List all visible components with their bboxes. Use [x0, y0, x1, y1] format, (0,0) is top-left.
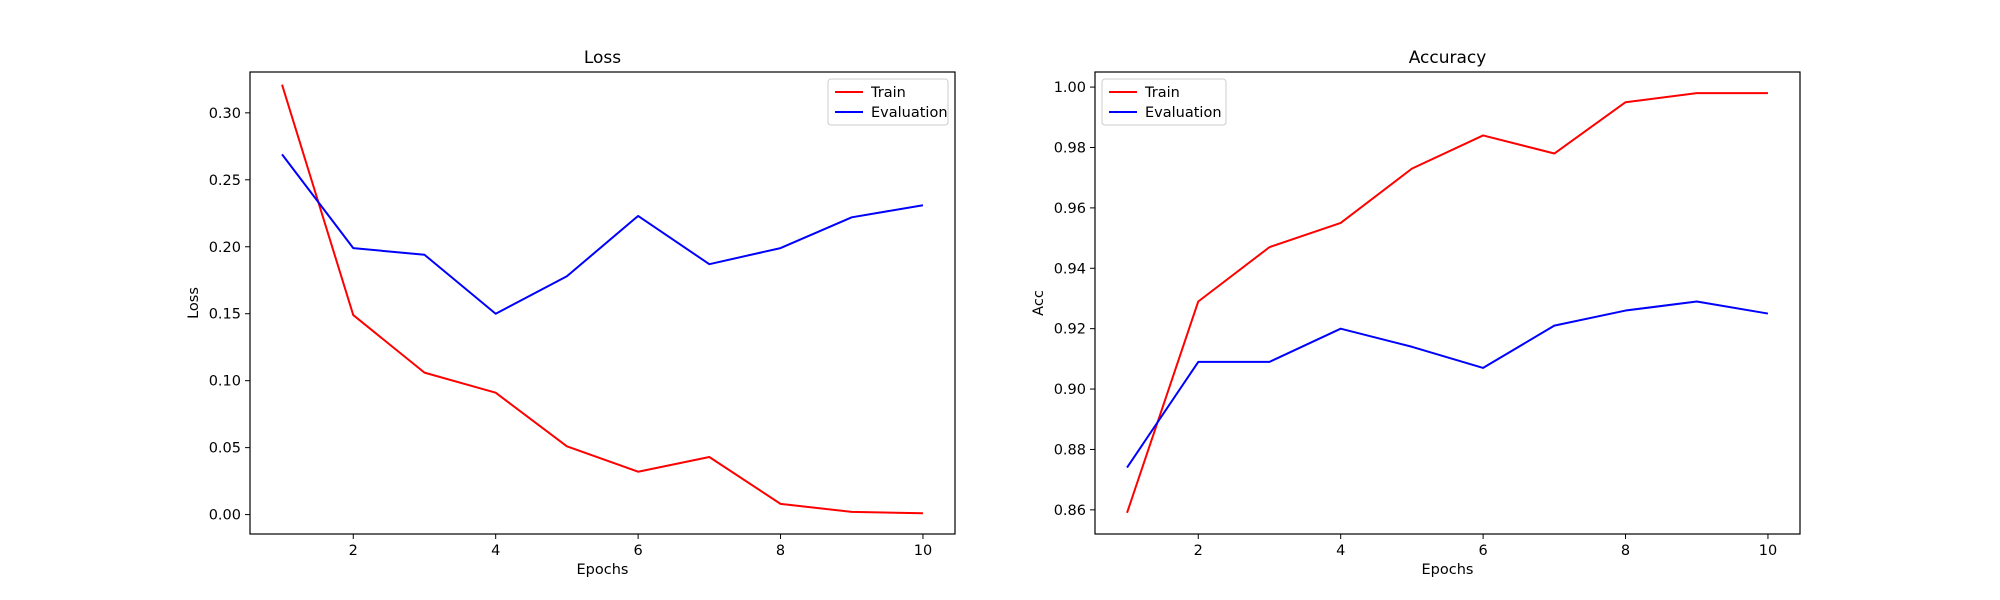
- loss-y-tick-label: 0.20: [209, 240, 241, 256]
- accuracy-y-tick-label: 1.00: [1054, 80, 1086, 96]
- loss-y-tick-label: 0.15: [209, 307, 241, 323]
- loss-series-evaluation-line: [281, 153, 924, 315]
- loss-x-tick-label: 6: [633, 543, 642, 559]
- accuracy-x-axis-label: Epochs: [1422, 562, 1474, 578]
- accuracy-y-tick-label: 0.88: [1054, 442, 1086, 458]
- accuracy-legend: Train Evaluation: [1101, 78, 1227, 126]
- loss-x-tick-label: 2: [349, 543, 358, 559]
- accuracy-series-evaluation-line: [1126, 300, 1769, 469]
- accuracy-plot-frame: [1094, 71, 1801, 535]
- loss-x-tick-label: 8: [776, 543, 785, 559]
- loss-legend-box: [827, 78, 949, 126]
- loss-y-tick-label: 0.25: [209, 173, 241, 189]
- loss-y-tick-label: 0.30: [209, 106, 241, 122]
- accuracy-x-tick-label: 10: [1759, 543, 1777, 559]
- loss-legend-label-evaluation: Evaluation: [871, 105, 948, 121]
- accuracy-legend-label-train: Train: [1144, 85, 1180, 101]
- accuracy-x-tick-label: 2: [1194, 543, 1203, 559]
- loss-x-tick-label: 4: [491, 543, 500, 559]
- accuracy-chart-title: Accuracy: [1409, 48, 1487, 68]
- accuracy-x-tick-label: 8: [1621, 543, 1630, 559]
- loss-y-axis-label: Loss: [186, 287, 202, 319]
- loss-legend: Train Evaluation: [827, 78, 949, 126]
- loss-y-tick-label: 0.00: [209, 508, 241, 524]
- accuracy-y-tick-label: 0.90: [1054, 382, 1086, 398]
- loss-x-tick-label: 10: [914, 543, 932, 559]
- accuracy-x-tick-label: 4: [1336, 543, 1345, 559]
- loss-x-axis-label: Epochs: [577, 562, 629, 578]
- loss-y-tick-label: 0.05: [209, 441, 241, 457]
- accuracy-y-tick-label: 0.96: [1054, 201, 1086, 217]
- loss-legend-label-train: Train: [870, 85, 906, 101]
- accuracy-y-axis-label: Acc: [1031, 290, 1047, 316]
- loss-series-train-line: [281, 84, 923, 515]
- accuracy-legend-box: [1101, 78, 1227, 126]
- loss-plot-frame: [249, 71, 956, 535]
- accuracy-y-tick-label: 0.94: [1054, 261, 1086, 277]
- accuracy-y-tick-label: 0.92: [1054, 322, 1086, 338]
- loss-chart-title: Loss: [584, 48, 621, 68]
- accuracy-series-train-line: [1126, 92, 1768, 514]
- accuracy-legend-label-evaluation: Evaluation: [1145, 105, 1222, 121]
- accuracy-y-tick-label: 0.86: [1054, 503, 1086, 519]
- accuracy-y-tick-label: 0.98: [1054, 140, 1086, 156]
- loss-y-tick-label: 0.10: [209, 374, 241, 390]
- accuracy-chart: 2 4 6 8 10 0.86 0.88 0.90 0.92 0.94 0.96 0.98 1.00 Ac…: [1031, 48, 1801, 578]
- accuracy-x-tick-label: 6: [1478, 543, 1487, 559]
- loss-chart: 2 4 6 8 10 0.00 0.05 0.10 0.15 0.20 0.25 0.30 Loss Ep…: [186, 48, 956, 578]
